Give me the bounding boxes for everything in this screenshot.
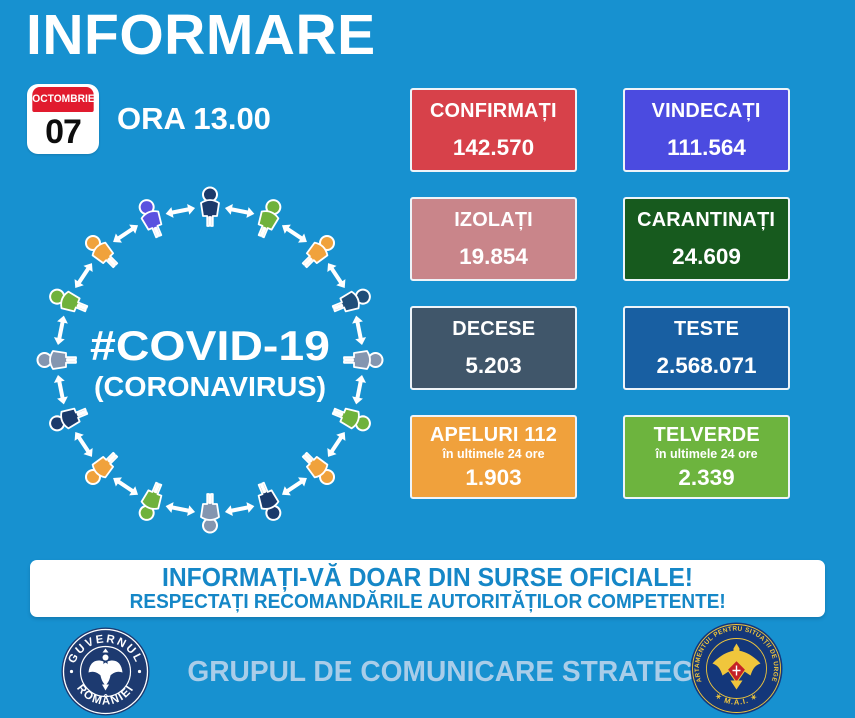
double-arrow-icon — [281, 477, 307, 496]
person-icon — [301, 451, 336, 486]
covid-circle-diagram: #COVID-19 (CORONAVIRUS) — [36, 186, 384, 534]
stat-value: 1.903 — [465, 464, 522, 490]
report-time-label: ORA 13.00 — [117, 101, 271, 136]
person-icon — [138, 481, 163, 521]
double-arrow-icon — [224, 203, 255, 218]
stat-value: 24.609 — [672, 244, 741, 269]
person-icon — [36, 350, 77, 370]
dsu-mai-logo: DEPARTAMENTUL PENTRU SITUAȚII DE URGENȚĂ… — [690, 622, 783, 715]
stats-grid: CONFIRMAȚI 142.570 VINDECAȚI 111.564 IZOLAȚI… — [410, 88, 790, 499]
calendar-day-number: 07 — [45, 113, 82, 151]
double-arrow-icon — [327, 431, 346, 457]
stat-box-decese: DECESE 5.203 — [410, 306, 577, 390]
person-icon — [200, 186, 220, 227]
stat-value: 2.568.071 — [656, 353, 757, 378]
page-title: INFORMARE — [26, 3, 376, 67]
diagram-hashtag-text: #COVID-19 — [90, 322, 330, 369]
person-icon — [200, 493, 220, 534]
person-icon — [138, 199, 163, 239]
double-arrow-icon — [165, 203, 196, 218]
double-arrow-icon — [281, 224, 307, 243]
person-icon — [301, 234, 336, 269]
stat-label: CARANTINAȚI — [637, 208, 776, 231]
person-icon — [49, 407, 89, 432]
stat-value: 2.339 — [678, 464, 735, 490]
stat-box-teste: TESTE 2.568.071 — [623, 306, 790, 390]
double-arrow-icon — [53, 374, 68, 405]
double-arrow-icon — [113, 224, 139, 243]
gov-eagle-emblem — [88, 648, 123, 691]
diagram-subtitle-text: (CORONAVIRUS) — [94, 371, 326, 402]
double-arrow-icon — [113, 477, 139, 496]
double-arrow-icon — [165, 502, 196, 517]
stat-value: 142.570 — [452, 135, 535, 160]
double-arrow-icon — [53, 315, 68, 346]
double-arrow-icon — [352, 374, 367, 405]
stat-box-confirmati: CONFIRMAȚI 142.570 — [410, 88, 577, 172]
stat-value: 111.564 — [667, 135, 746, 160]
double-arrow-icon — [327, 263, 346, 289]
stat-box-apeluri-112: APELURI 112 în ultimele 24 ore 1.903 — [410, 415, 577, 499]
banner-line-2: RESPECTAȚI RECOMANDĂRILE AUTORITĂȚILOR C… — [129, 591, 726, 614]
stat-label: IZOLAȚI — [454, 208, 533, 231]
stat-box-carantinati: CARANTINAȚI 24.609 — [623, 197, 790, 281]
double-arrow-icon — [74, 263, 93, 289]
banner-line-1: INFORMAȚI-VĂ DOAR DIN SURSE OFICIALE! — [161, 561, 694, 592]
stat-box-telverde: TELVERDE în ultimele 24 ore 2.339 — [623, 415, 790, 499]
stat-label: TESTE — [673, 317, 740, 340]
stat-value: 5.203 — [465, 353, 522, 378]
stat-value: 19.854 — [459, 244, 528, 269]
guvernul-romaniei-logo: GUVERNUL ROMÂNIEI — [61, 627, 150, 716]
calendar-month-label: OCTOMBRIE — [32, 87, 95, 112]
stat-sublabel: în ultimele 24 ore — [655, 447, 758, 462]
double-arrow-icon — [352, 315, 367, 346]
person-icon — [84, 451, 119, 486]
person-icon — [49, 288, 89, 313]
person-icon — [331, 407, 371, 432]
person-icon — [331, 288, 371, 313]
stat-box-vindecati: VINDECAȚI 111.564 — [623, 88, 790, 172]
footer-group-title: GRUPUL DE COMUNICARE STRATEGICĂ — [187, 656, 743, 688]
stat-label: VINDECAȚI — [652, 99, 761, 122]
official-sources-banner: INFORMAȚI-VĂ DOAR DIN SURSE OFICIALE! RE… — [30, 560, 825, 617]
double-arrow-icon — [224, 502, 255, 517]
person-icon — [257, 199, 282, 239]
calendar-icon: OCTOMBRIE 07 — [27, 84, 99, 154]
stat-box-izolati: IZOLAȚI 19.854 — [410, 197, 577, 281]
stat-sublabel: în ultimele 24 ore — [442, 447, 545, 462]
stat-label: DECESE — [452, 317, 535, 340]
person-icon — [343, 350, 384, 370]
person-icon — [257, 481, 282, 521]
stat-label: CONFIRMAȚI — [430, 99, 557, 122]
person-icon — [84, 234, 119, 269]
stat-label: APELURI 112 — [429, 423, 558, 447]
dsu-eagle-emblem — [712, 643, 761, 690]
double-arrow-icon — [74, 431, 93, 457]
stat-label: TELVERDE — [653, 423, 760, 447]
